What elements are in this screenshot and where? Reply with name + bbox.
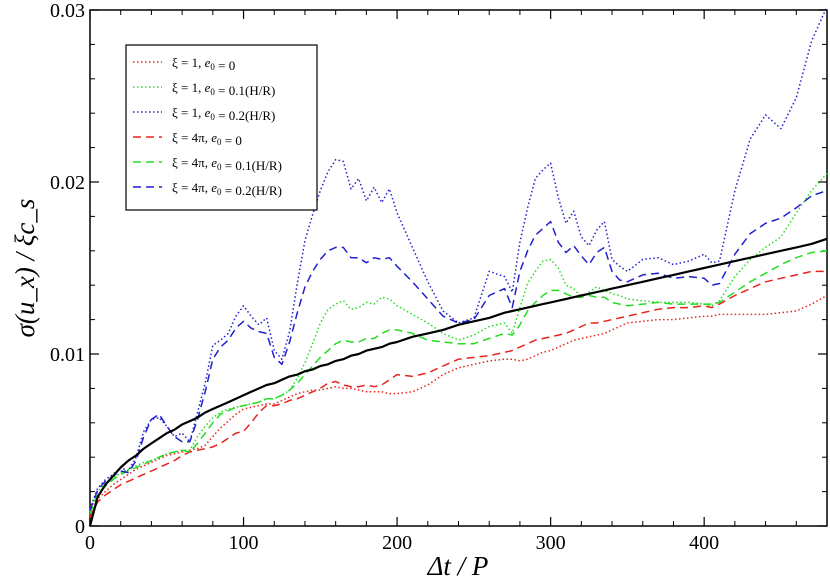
legend-label: ξ = 4π, e0 = 0.1(H/R) (172, 155, 282, 173)
y-tick-label: 0 (75, 516, 85, 538)
series-line-2 (89, 172, 828, 513)
x-tick-label: 0 (85, 532, 95, 554)
x-tick-label: 100 (229, 532, 259, 554)
series-line-5 (89, 250, 828, 515)
x-axis-ticks: 0 100 200 300 400 (85, 10, 828, 554)
x-axis-title: Δt / P (427, 551, 489, 579)
y-tick-label: 0.02 (50, 172, 85, 194)
legend-label: ξ = 4π, e0 = 0.2(H/R) (172, 180, 282, 198)
series-line-6 (89, 189, 828, 511)
y-tick-label: 0.03 (50, 0, 85, 22)
x-tick-label: 300 (536, 532, 566, 554)
series-line-3 (89, 6, 828, 510)
x-tick-label: 400 (689, 532, 719, 554)
legend-label: ξ = 1, e0 = 0.2(H/R) (172, 105, 275, 123)
legend: ξ = 1, e0 = 0 ξ = 1, e0 = 0.1(H/R) ξ = 1, … (125, 44, 318, 211)
y-axis-title: σ(u_x) / ξc_s (10, 199, 40, 338)
series-line-7 (88, 237, 828, 527)
series-line-4 (89, 270, 827, 518)
legend-label: ξ = 4π, e0 = 0 (172, 130, 242, 148)
legend-label: ξ = 1, e0 = 0.1(H/R) (172, 80, 275, 98)
series-layer (88, 6, 828, 527)
x-tick-label: 200 (382, 532, 412, 554)
legend-box (125, 44, 318, 211)
legend-label: ξ = 1, e0 = 0 (172, 55, 235, 73)
y-tick-label: 0.01 (50, 344, 85, 366)
y-axis-ticks: 0 0.01 0.02 0.03 (50, 0, 827, 538)
